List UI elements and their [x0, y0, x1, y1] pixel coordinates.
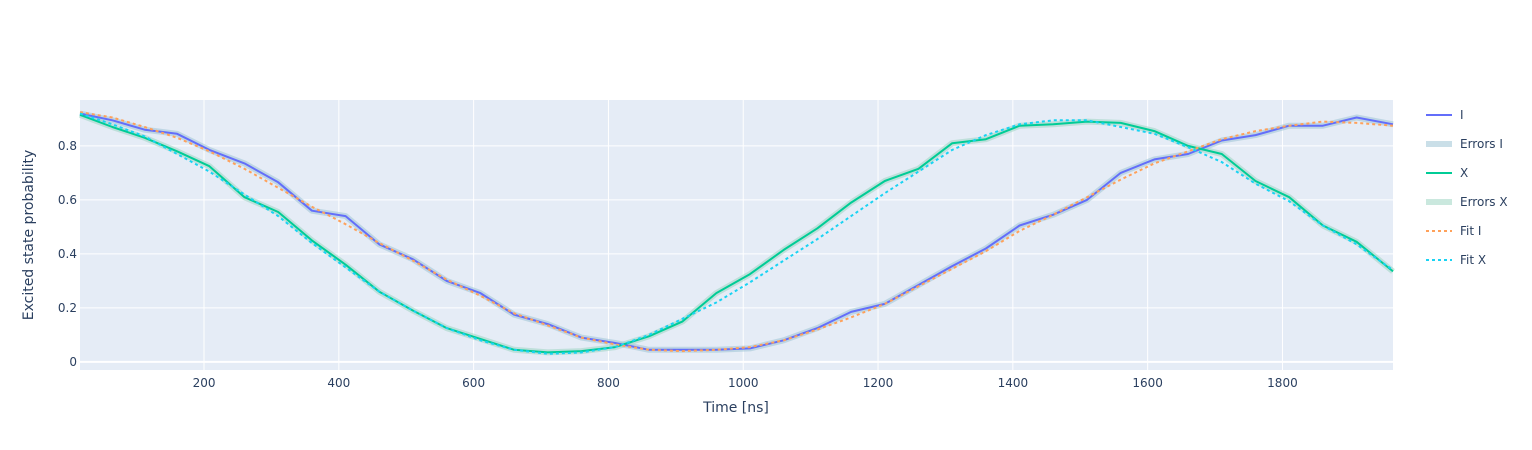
legend-label: Fit I: [1460, 224, 1481, 238]
legend-item-fit-i[interactable]: Fit I: [1426, 224, 1481, 238]
x-axis-ticks: 200 400 600 800 1000 1200 1400 1600 1800: [193, 376, 1298, 390]
y-tick-label: 0.2: [58, 301, 77, 315]
x-tick-label: 200: [193, 376, 216, 390]
x-axis-title: Time [ns]: [702, 400, 769, 416]
series-line-i: [79, 112, 1394, 351]
legend-item-errors-x[interactable]: Errors X: [1426, 195, 1508, 209]
x-tick-label: 400: [327, 376, 350, 390]
x-tick-label: 1200: [863, 376, 894, 390]
x-tick-label: 600: [462, 376, 485, 390]
y-tick-label: 0: [69, 355, 77, 369]
plot-background: [80, 100, 1393, 370]
y-axis-ticks: 0 0.2 0.4 0.6 0.8: [58, 139, 77, 369]
series-line-x: [79, 113, 1394, 354]
legend-label: Errors X: [1460, 195, 1508, 209]
y-tick-label: 0.4: [58, 247, 77, 261]
y-tick-label: 0.6: [58, 193, 77, 207]
legend[interactable]: I Errors I X Errors X Fit I Fit X: [1426, 108, 1508, 267]
legend-item-i[interactable]: I: [1426, 108, 1464, 122]
x-tick-label: 1400: [998, 376, 1029, 390]
x-tick-label: 1000: [728, 376, 759, 390]
gridlines: [80, 100, 1393, 370]
legend-label: Fit X: [1460, 253, 1486, 267]
legend-item-errors-i[interactable]: Errors I: [1426, 137, 1503, 151]
x-tick-label: 800: [597, 376, 620, 390]
series-line-fit-x: [79, 112, 1394, 355]
y-tick-label: 0.8: [58, 139, 77, 153]
legend-label: X: [1460, 166, 1468, 180]
legend-item-fit-x[interactable]: Fit X: [1426, 253, 1486, 267]
legend-label: Errors I: [1460, 137, 1503, 151]
legend-item-x[interactable]: X: [1426, 166, 1468, 180]
x-tick-label: 1800: [1267, 376, 1298, 390]
x-tick-label: 1600: [1132, 376, 1163, 390]
y-axis-title: Excited state probability: [21, 150, 37, 321]
series-layer: [78, 110, 1395, 356]
legend-label: I: [1460, 108, 1464, 122]
